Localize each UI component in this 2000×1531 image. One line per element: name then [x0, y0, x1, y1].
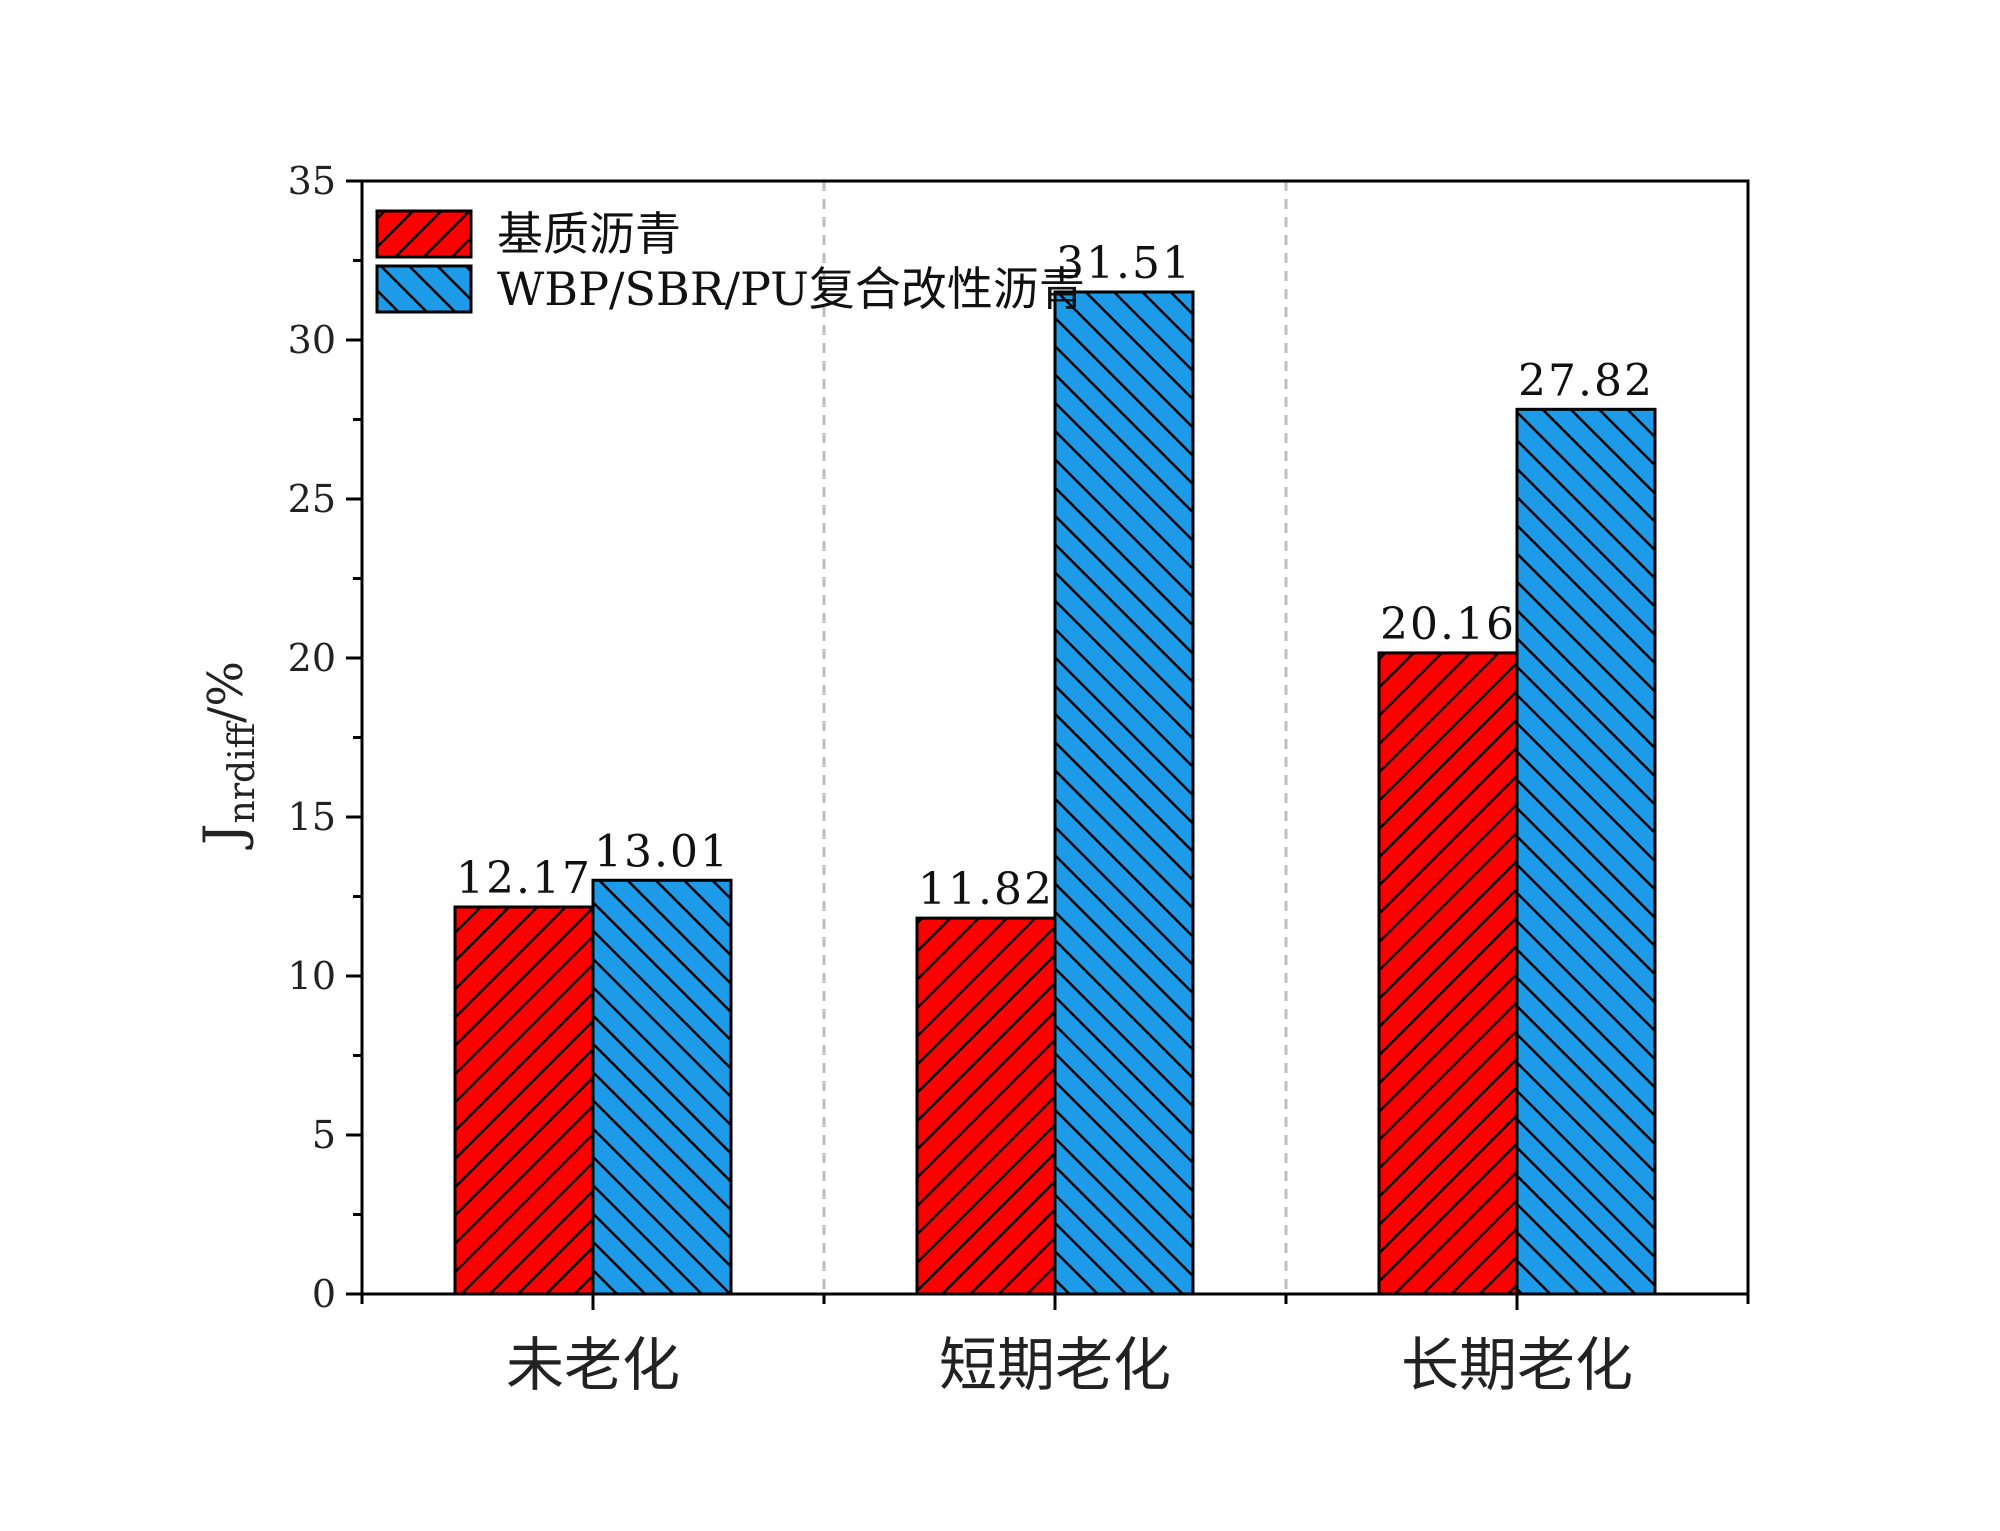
data-label: 13.01 [594, 826, 730, 877]
bar [1053, 290, 1195, 1296]
bars [453, 290, 1657, 1296]
y-tick-label: 25 [288, 477, 336, 521]
bar [591, 878, 733, 1296]
y-axis: 0 5 10 15 20 25 30 35 [288, 159, 362, 1316]
y-axis-title-suffix: /% [198, 661, 254, 723]
legend-swatch-composite-asphalt [375, 264, 473, 314]
data-label: 20.16 [1380, 599, 1516, 650]
bar [453, 905, 595, 1296]
bar [1377, 651, 1519, 1296]
y-tick-label: 10 [288, 954, 336, 998]
x-category-label: 未老化 [506, 1331, 680, 1399]
category-separators [822, 181, 1288, 1294]
y-axis-title-sub: nrdiff [222, 720, 263, 823]
x-category-label: 长期老化 [1401, 1331, 1633, 1399]
legend-label-base-asphalt: 基质沥青 [497, 207, 681, 261]
y-tick-label: 20 [288, 636, 336, 680]
legend: 基质沥青 WBP/SBR/PU复合改性沥青 [375, 207, 1085, 316]
data-label: 31.51 [1056, 238, 1192, 289]
y-tick-label: 15 [288, 795, 336, 839]
data-label: 11.82 [918, 864, 1054, 915]
data-label: 12.17 [456, 853, 592, 904]
x-axis: 未老化 短期老化 长期老化 [360, 1294, 1750, 1399]
y-tick-label: 30 [288, 318, 336, 362]
y-axis-title-main: J [192, 823, 255, 850]
y-tick-label: 5 [312, 1113, 336, 1157]
data-labels: 12.17 11.82 20.16 13.01 31.51 27.82 [456, 238, 1654, 915]
bar [915, 916, 1057, 1296]
bar [1515, 407, 1657, 1296]
x-category-label: 短期老化 [939, 1331, 1171, 1399]
y-axis-title: Jnrdiff/% [192, 661, 263, 850]
svg-text:Jnrdiff/%: Jnrdiff/% [192, 661, 263, 850]
data-label: 27.82 [1518, 355, 1654, 406]
legend-label-composite-asphalt: WBP/SBR/PU复合改性沥青 [497, 262, 1085, 316]
y-tick-label: 35 [288, 159, 336, 203]
legend-swatch-base-asphalt [375, 209, 473, 259]
y-tick-label: 0 [312, 1272, 336, 1316]
